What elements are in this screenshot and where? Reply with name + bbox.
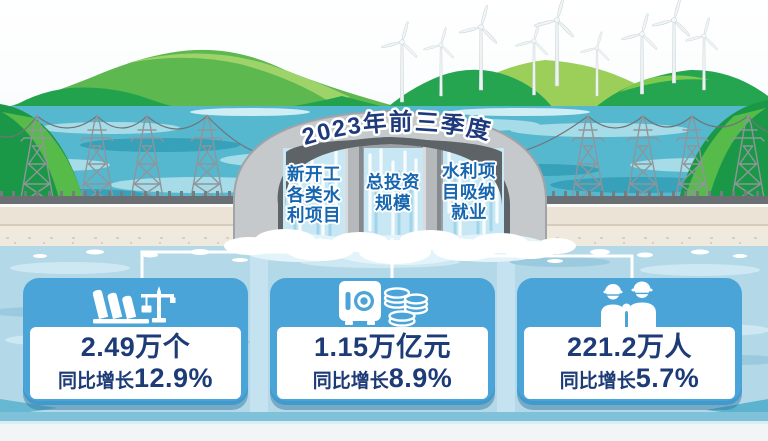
safe-coins-icon <box>270 279 495 327</box>
stat-card-new-projects: 2.49万个 同比增长12.9% <box>23 278 248 405</box>
spillway-label-investment: 总投资 规模 <box>366 172 420 213</box>
stat-value: 221.2万人 <box>566 332 693 362</box>
spillway-label-employment: 水利项 目吸纳 就业 <box>442 161 496 222</box>
spillway-pillars <box>345 146 441 245</box>
stat-growth: 同比增长12.9% <box>57 363 214 393</box>
stat-growth: 同比增长8.9% <box>312 363 453 393</box>
power-lines <box>0 115 768 205</box>
stat-panel: 1.15万亿元 同比增长8.9% <box>277 327 488 399</box>
stat-value: 2.49万个 <box>80 332 191 362</box>
dam-spillway <box>233 109 547 252</box>
stat-value: 1.15万亿元 <box>313 332 452 362</box>
stat-panel: 221.2万人 同比增长5.7% <box>524 327 735 399</box>
dam-crane-icon <box>23 279 248 326</box>
stat-card-investment: 1.15万亿元 同比增长8.9% <box>270 278 495 405</box>
stat-panel: 2.49万个 同比增长12.9% <box>30 327 241 399</box>
workers-icon <box>517 279 742 328</box>
stat-card-employment: 221.2万人 同比增长5.7% <box>517 278 742 405</box>
connector-right <box>460 238 634 279</box>
stat-growth: 同比增长5.7% <box>559 363 700 393</box>
spillway-label-new-projects: 新开工 各类水 利项目 <box>287 164 341 225</box>
foam <box>33 229 747 265</box>
footer-strip <box>0 399 768 441</box>
connector-left <box>140 238 322 279</box>
connector-lines <box>140 238 634 279</box>
